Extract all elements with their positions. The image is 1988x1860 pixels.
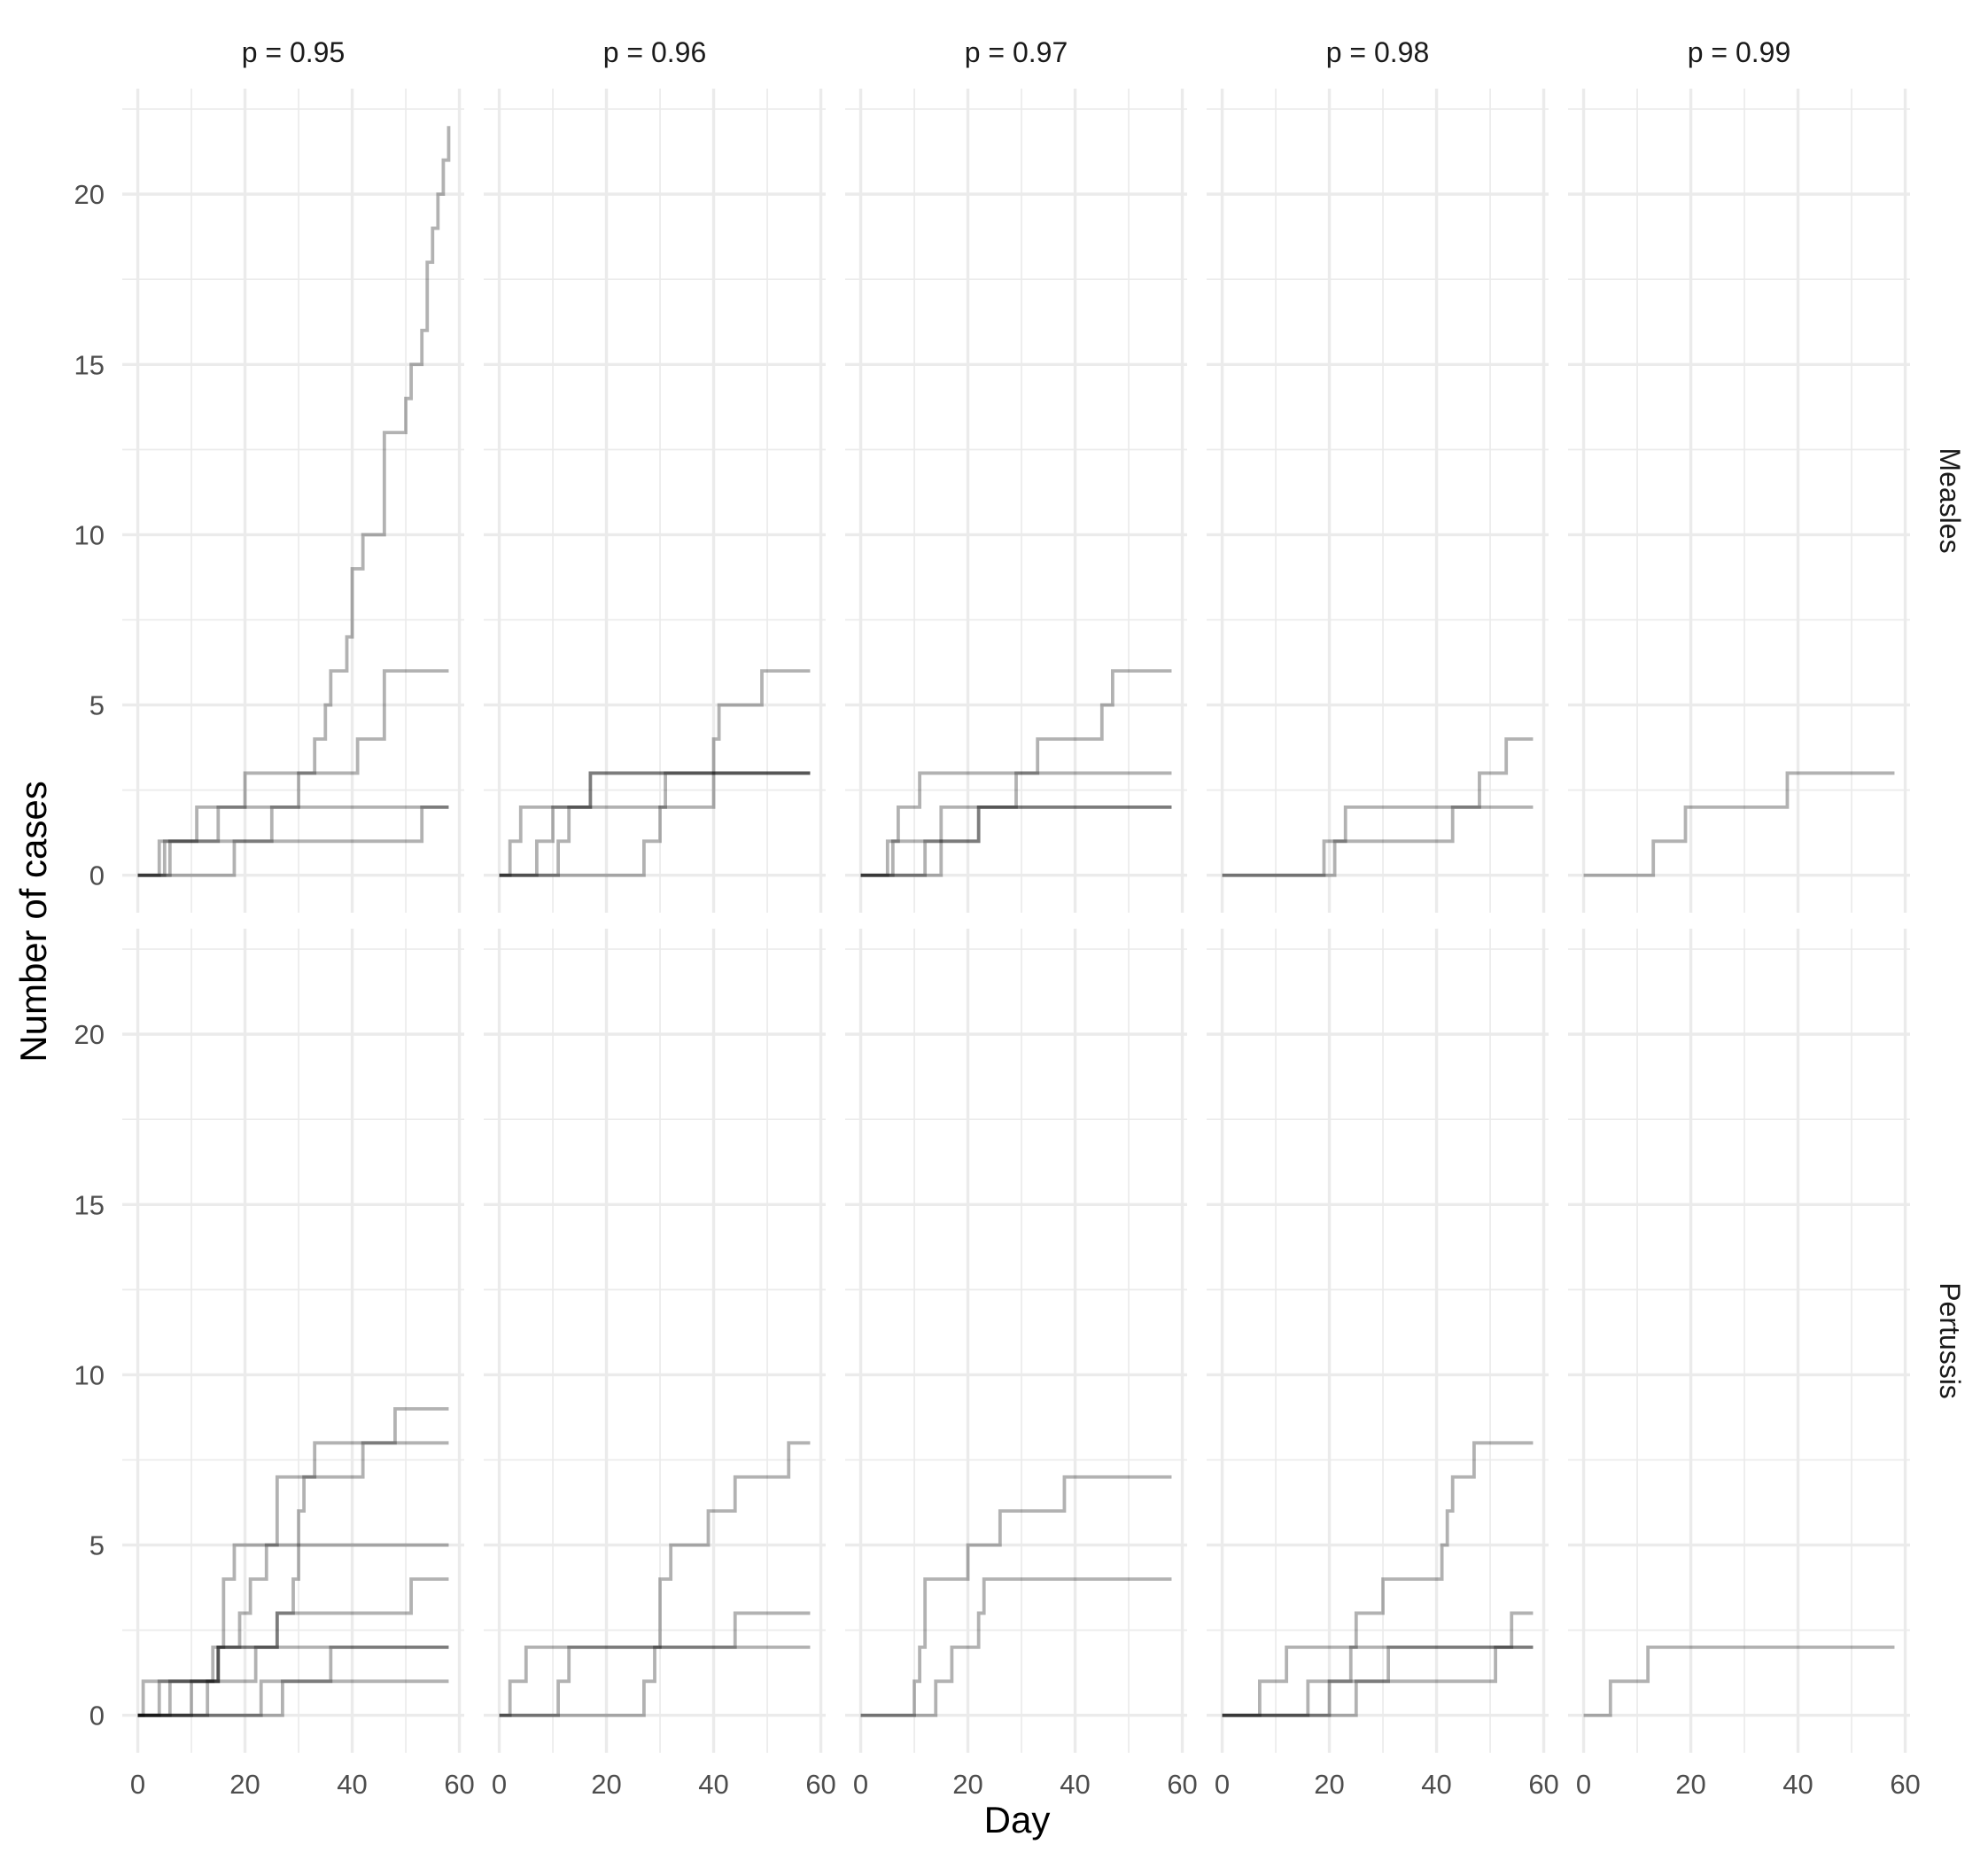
series-step-line [137,1441,449,1717]
y-tick-label: 20 [74,1019,105,1050]
y-tick-label: 0 [89,860,105,891]
series-step-line [137,805,449,877]
series-step-line [499,1611,811,1717]
panel-series-group [137,126,451,877]
x-tick-label: 0 [1215,1769,1230,1800]
y-tick-label: 10 [74,519,105,550]
x-tick-label: 40 [337,1769,367,1800]
series-step-line [137,669,449,877]
series-step-line [137,805,449,877]
series-step-line [1222,1645,1534,1717]
x-tick-label: 60 [1528,1769,1558,1800]
x-tick-label: 20 [1314,1769,1344,1800]
panel-series-group [860,1475,1172,1717]
series-step-line [499,771,811,877]
column-strip-label: p = 0.95 [242,36,346,68]
series-step-line [499,771,811,877]
series-step-line [1222,737,1534,877]
x-tick-label: 20 [591,1769,621,1800]
panel-series-group [1222,1441,1534,1717]
x-tick-label: 0 [853,1769,868,1800]
x-tick-label: 0 [1576,1769,1591,1800]
panel-series-group [499,669,811,877]
x-tick-label: 20 [1675,1769,1705,1800]
series-step-line [137,1679,449,1717]
panel-grid [484,89,826,913]
column-strip-label: p = 0.98 [1326,36,1430,68]
x-tick-label: 60 [444,1769,474,1800]
panel-series-group [499,1441,811,1717]
x-tick-label: 20 [229,1769,260,1800]
y-tick-label: 15 [74,1189,105,1220]
y-tick-label: 15 [74,349,105,380]
series-step-line [1583,1645,1895,1717]
series-step-line [860,805,1172,877]
series-step-line [499,1441,811,1717]
column-strip-label: p = 0.97 [965,36,1068,68]
y-tick-label: 5 [89,690,105,721]
series-step-line [137,1645,449,1717]
series-step-line [499,669,811,877]
x-tick-label: 0 [492,1769,507,1800]
y-axis-title: Number of cases [12,781,54,1062]
x-tick-label: 60 [805,1769,835,1800]
series-step-line [1583,771,1895,877]
x-tick-label: 60 [1167,1769,1197,1800]
panel-grid [845,929,1187,1753]
panel-grid [484,929,826,1753]
series-step-line [499,771,811,877]
panels-layer [122,89,1910,1753]
x-tick-label: 40 [1421,1769,1451,1800]
series-step-line [1222,805,1534,877]
panel-series-group [1583,771,1895,877]
x-tick-label: 40 [1782,1769,1813,1800]
panel-grid [122,929,464,1753]
x-tick-label: 60 [1890,1769,1920,1800]
panel-series-group [137,1406,449,1717]
column-strip-label: p = 0.96 [603,36,707,68]
series-step-line [860,1475,1172,1717]
panel-grid [1207,929,1549,1753]
y-tick-label: 5 [89,1530,105,1561]
series-step-line [137,1645,449,1717]
panel-grid [1207,89,1549,913]
panel-grid [1568,929,1910,1753]
x-axis-title: Day [984,1799,1051,1841]
series-step-line [1222,1441,1534,1717]
x-tick-label: 40 [698,1769,728,1800]
x-tick-label: 20 [952,1769,982,1800]
y-tick-label: 10 [74,1359,105,1390]
series-step-line [499,1645,811,1717]
column-strip-label: p = 0.99 [1688,36,1791,68]
panel-series-group [860,669,1172,877]
y-tick-label: 20 [74,179,105,210]
series-step-line [860,1577,1172,1717]
panel-series-group [1222,737,1534,877]
series-step-line [1222,1645,1534,1717]
series-step-line [137,1543,449,1717]
y-tick-label: 0 [89,1700,105,1732]
series-step-line [1222,1611,1534,1717]
series-step-line [137,126,451,877]
series-step-line [860,771,1172,877]
series-step-line [137,1406,449,1717]
series-step-line [137,1577,449,1717]
series-step-line [860,669,1172,877]
row-strip-label: Pertussis [1934,1282,1966,1399]
x-tick-label: 40 [1060,1769,1090,1800]
row-strip-label: Measles [1934,447,1966,553]
series-step-line [860,805,1172,877]
panel-grid [122,89,464,913]
x-tick-label: 0 [130,1769,145,1800]
panel-grid [1568,89,1910,913]
panel-grid [845,89,1187,913]
labels-layer: p = 0.95 p = 0.96 p = 0.97 p = 0.98 p = 0.99… [74,36,1966,1800]
panel-series-group [1583,1645,1895,1717]
